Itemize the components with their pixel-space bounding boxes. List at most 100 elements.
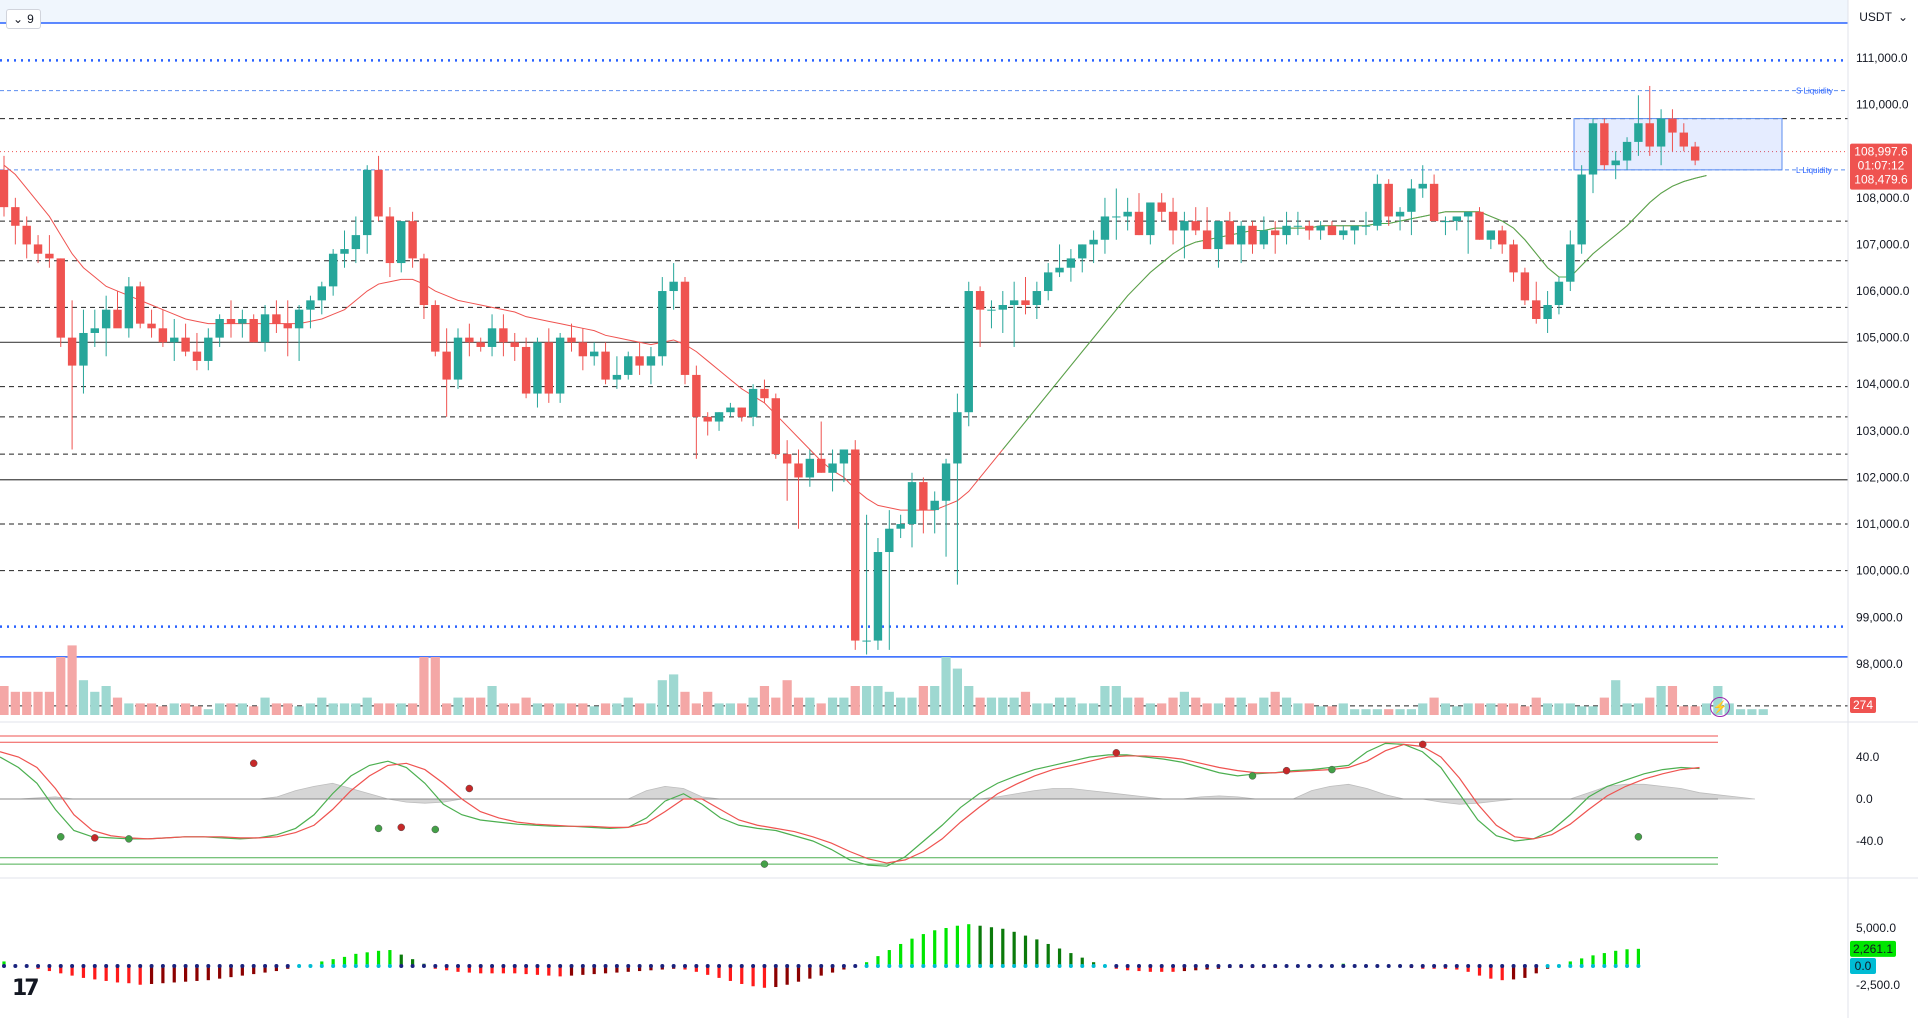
volume-bar [1554, 703, 1564, 715]
momentum-bar [592, 966, 596, 975]
volume-bar [1599, 697, 1609, 715]
candle-body [1293, 225, 1303, 227]
volume-bar [850, 686, 860, 715]
candle-body [1009, 300, 1019, 306]
volume-bar [1179, 691, 1189, 715]
volume-bar [464, 697, 474, 715]
volume-bar [1350, 709, 1360, 715]
candle-body [1259, 230, 1269, 245]
candle-body [1475, 211, 1484, 240]
momentum-zero-dot [58, 964, 63, 968]
volume-bar [759, 686, 770, 715]
candle-body [1600, 123, 1609, 166]
volume-bar [782, 680, 792, 715]
currency-selector[interactable]: USDT ⌄ [1859, 8, 1908, 26]
volume-bar [1622, 703, 1632, 715]
candle-body [0, 169, 9, 208]
momentum-bar [240, 966, 244, 976]
candle-body [1236, 225, 1246, 245]
interval-label: 9 [27, 12, 34, 26]
candle-body [1577, 174, 1586, 245]
volume-bar [998, 697, 1008, 715]
momentum-zero-dot [444, 964, 449, 968]
candle-body [1679, 132, 1688, 147]
momentum-zero-dot [830, 964, 835, 968]
volume-bar [487, 686, 497, 715]
volume-bar [714, 703, 724, 715]
candle-body [363, 169, 372, 236]
volume-bar [1270, 691, 1280, 715]
momentum-bar [501, 966, 505, 974]
momentum-bar [115, 966, 120, 983]
momentum-bar [796, 966, 801, 982]
volume-bar [771, 697, 781, 715]
candle-body [33, 244, 43, 254]
candle-body [658, 291, 667, 357]
momentum-zero-dot [1250, 964, 1255, 968]
interval-selector[interactable]: ⌄ 9 [6, 9, 41, 29]
momentum-bar [195, 966, 199, 981]
momentum-zero-dot [365, 964, 370, 968]
momentum-bar [1001, 928, 1005, 967]
candle-body [896, 524, 905, 529]
momentum-zero-dot [796, 964, 801, 968]
momentum-bar [1636, 948, 1640, 967]
momentum-zero-dot [1352, 964, 1357, 968]
momentum-zero-dot [1522, 964, 1527, 968]
momentum-zero-dot [1398, 964, 1403, 968]
volume-bar [158, 706, 168, 715]
volume-bar [589, 706, 599, 715]
volume-bar [56, 657, 66, 715]
momentum-bar [1080, 957, 1084, 967]
stoch-cross-marker [465, 784, 474, 793]
momentum-zero-dot [1125, 964, 1130, 968]
candle-body [1282, 225, 1291, 236]
momentum-zero-dot [421, 964, 426, 968]
candle-body [1168, 211, 1178, 231]
candle-body [805, 458, 815, 478]
momentum-bar [1500, 966, 1504, 981]
candle-body [680, 281, 690, 375]
candle-body [1089, 239, 1098, 245]
momentum-bar [989, 927, 994, 967]
momentum-zero-dot [274, 964, 279, 968]
volume-bar [669, 674, 679, 715]
lightning-icon[interactable]: ⚡ [1710, 697, 1730, 717]
candle-body [1225, 221, 1234, 245]
momentum-bar [1137, 966, 1141, 972]
momentum-bar [1523, 966, 1527, 978]
momentum-zero-dot [978, 964, 983, 968]
volume-bar [385, 703, 395, 715]
momentum-zero-dot [875, 964, 880, 968]
candle-body [283, 323, 292, 329]
candle-body [521, 346, 531, 394]
candle-body [170, 337, 179, 343]
momentum-zero-dot [932, 964, 937, 968]
momentum-zero-dot [456, 964, 460, 968]
chevron-down-icon: ⌄ [13, 12, 24, 26]
volume-bar [793, 697, 804, 715]
momentum-zero-dot [1012, 964, 1017, 968]
volume-bar [453, 697, 463, 715]
momentum-bar [1148, 966, 1152, 972]
momentum-bar [1580, 958, 1584, 967]
candle-body [839, 449, 849, 464]
last-price-value: 108,997.6 [1854, 145, 1908, 159]
momentum-zero-dot [955, 964, 960, 968]
momentum-bar [626, 966, 630, 972]
momentum-zero-dot [387, 964, 392, 968]
momentum-zero-dot [1591, 964, 1595, 968]
volume-bar [112, 697, 123, 715]
momentum-zero-dot [229, 964, 233, 968]
price-tick-label: 106,000.0 [1856, 284, 1910, 298]
volume-bar [918, 686, 928, 715]
momentum-zero-dot [705, 964, 710, 968]
momentum-bar [365, 952, 369, 967]
momentum-zero-dot [1171, 964, 1176, 968]
momentum-zero-dot [524, 964, 529, 968]
candle-body [374, 169, 383, 217]
volume-bar [1338, 703, 1348, 715]
volume-bar [544, 703, 554, 715]
